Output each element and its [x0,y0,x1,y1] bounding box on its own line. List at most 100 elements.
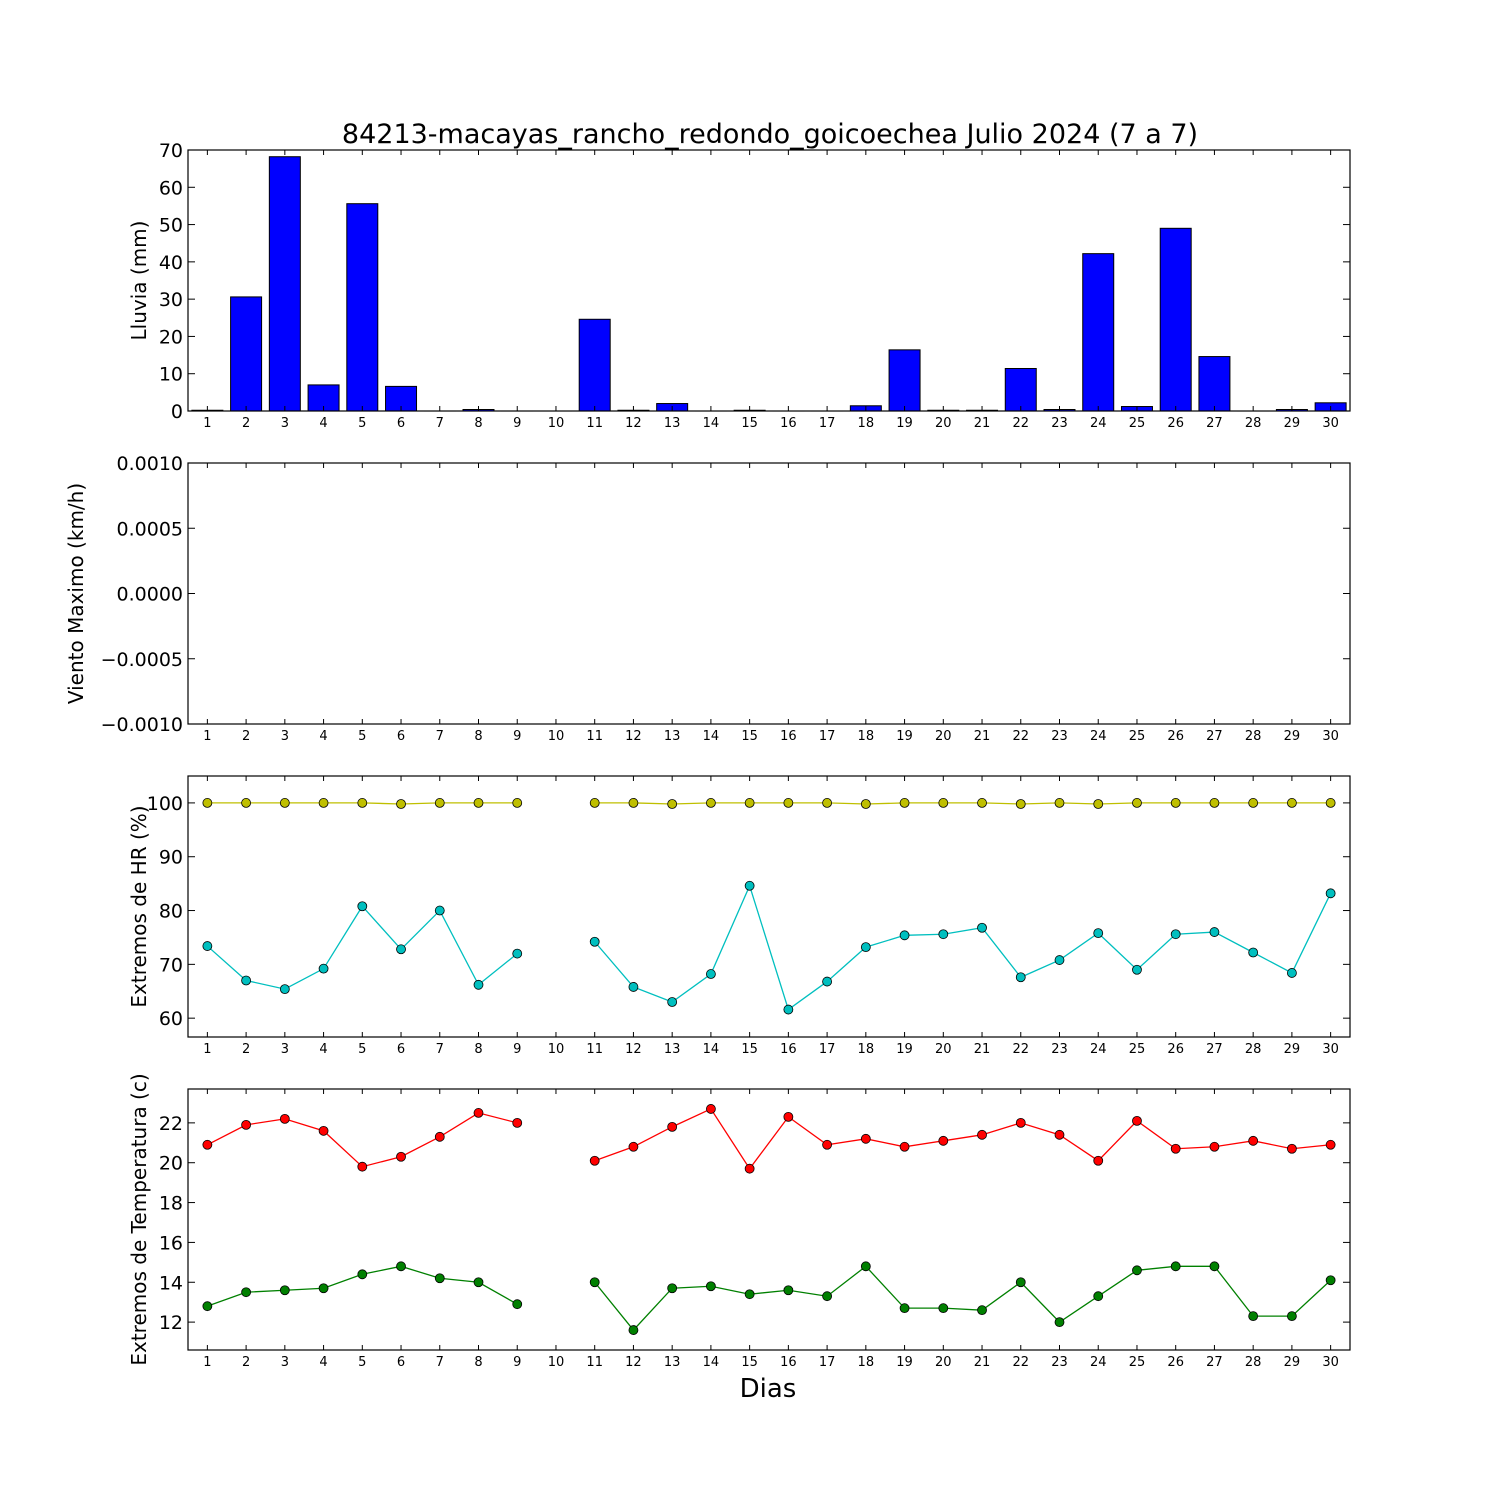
series-1-point-day-7 [434,798,445,808]
series-1-point-day-20 [938,1135,949,1146]
xtick-label: 30 [1322,416,1339,431]
x-axis-label: Dias [740,1374,797,1404]
series-2-point-day-24 [1093,1291,1104,1302]
series-1-point-day-27 [1209,1141,1220,1152]
series-2-point-day-11 [589,1277,600,1288]
series-2-point-day-27 [1209,927,1220,937]
bar-day-27 [1198,356,1231,412]
xtick-label: 23 [1051,416,1068,431]
xtick-label: 29 [1284,1042,1301,1057]
xtick-label: 23 [1051,729,1068,744]
xtick-label: 2 [242,416,250,431]
series-1-point-day-8 [473,798,484,808]
xtick-label: 20 [935,729,952,744]
xtick-label: 18 [858,416,875,431]
y-axis-label: Extremos de Temperatura (c) [127,1073,151,1365]
xtick-label: 7 [436,729,444,744]
series-2-point-day-29 [1287,968,1297,978]
xtick-label: 13 [664,1355,681,1370]
series-1-point-day-30 [1325,798,1336,808]
xtick-label: 19 [896,1355,913,1370]
series-2-point-day-25 [1132,964,1142,975]
xtick-label: 5 [358,416,366,431]
series-1-point-day-29 [1287,1143,1297,1154]
xtick-label: 27 [1206,1355,1223,1370]
xtick-label: 20 [935,416,952,431]
xtick-label: 15 [741,1042,758,1057]
xtick-label: 7 [436,1355,444,1370]
xtick-label: 16 [780,729,797,744]
ytick-label: 60 [159,1008,183,1030]
series-1-point-day-16 [783,798,794,808]
series-2-point-day-5 [357,901,368,912]
xtick-label: 21 [974,416,991,431]
series-1-point-day-19 [899,1141,910,1152]
series-1-point-day-17 [822,798,832,808]
xtick-label: 10 [548,416,565,431]
xtick-label: 1 [203,416,211,431]
series-1-point-day-22 [1015,1117,1026,1128]
xtick-label: 2 [242,1355,250,1370]
series-2-point-day-28 [1248,947,1259,958]
series-2-point-day-2 [241,975,252,986]
xtick-label: 6 [397,1355,405,1370]
xtick-label: 22 [1012,1042,1029,1057]
series-1-point-day-11 [589,1155,600,1166]
xtick-label: 11 [586,729,603,744]
series-2-point-day-9 [512,1299,523,1310]
series-2-point-day-13 [667,1283,678,1294]
series-1-point-day-12 [628,1141,639,1152]
xtick-label: 1 [203,729,211,744]
series-2-point-day-14 [706,1281,716,1292]
xtick-label: 12 [625,1042,642,1057]
ytick-label: 80 [159,901,183,923]
xtick-label: 20 [935,1042,952,1057]
series-2-point-day-1 [202,941,213,951]
xtick-label: 8 [474,1042,482,1057]
series-1-point-day-8 [473,1108,484,1118]
xtick-label: 18 [858,1042,875,1057]
xtick-label: 10 [548,1355,565,1370]
series-1-point-day-13 [667,799,678,809]
ytick-label: 0 [171,401,183,423]
xtick-label: 14 [703,729,720,744]
xtick-label: 11 [586,1355,603,1370]
xtick-label: 24 [1090,729,1107,744]
series-2-point-day-30 [1325,1275,1336,1286]
series-1-point-day-24 [1093,799,1104,809]
series-1-line-2 [594,1108,1331,1170]
xtick-label: 25 [1129,1042,1146,1057]
series-1-point-day-6 [396,799,406,809]
series-1-point-day-2 [241,798,252,808]
xtick-label: 5 [358,729,366,744]
xtick-label: 6 [397,1042,405,1057]
xtick-label: 4 [319,416,327,431]
series-1-point-day-4 [318,798,329,808]
ytick-label: 70 [159,140,183,162]
series-1-point-day-26 [1170,798,1181,808]
xtick-label: 14 [703,416,720,431]
series-2-point-day-18 [860,1261,871,1272]
series-1-point-day-25 [1132,798,1142,808]
series-2-line-1 [206,905,518,990]
series-1-point-day-3 [279,798,290,808]
series-1-point-day-21 [977,1129,987,1140]
xtick-label: 26 [1167,1355,1184,1370]
series-2-point-day-18 [860,942,871,953]
series-1-point-day-18 [860,1133,871,1144]
xtick-label: 16 [780,416,797,431]
series-2-point-day-4 [318,1283,329,1294]
xtick-label: 7 [436,1042,444,1057]
xtick-label: 17 [819,1355,836,1370]
series-1-point-day-22 [1015,799,1026,809]
xtick-label: 21 [974,1042,991,1057]
xtick-label: 8 [474,416,482,431]
y-axis-label: Lluvia (mm) [127,221,151,341]
series-1-point-day-14 [706,1104,716,1114]
xtick-label: 14 [703,1042,720,1057]
ytick-label: 16 [159,1232,183,1254]
xtick-label: 22 [1012,729,1029,744]
series-2-point-day-6 [396,944,406,955]
xtick-label: 10 [548,1042,565,1057]
